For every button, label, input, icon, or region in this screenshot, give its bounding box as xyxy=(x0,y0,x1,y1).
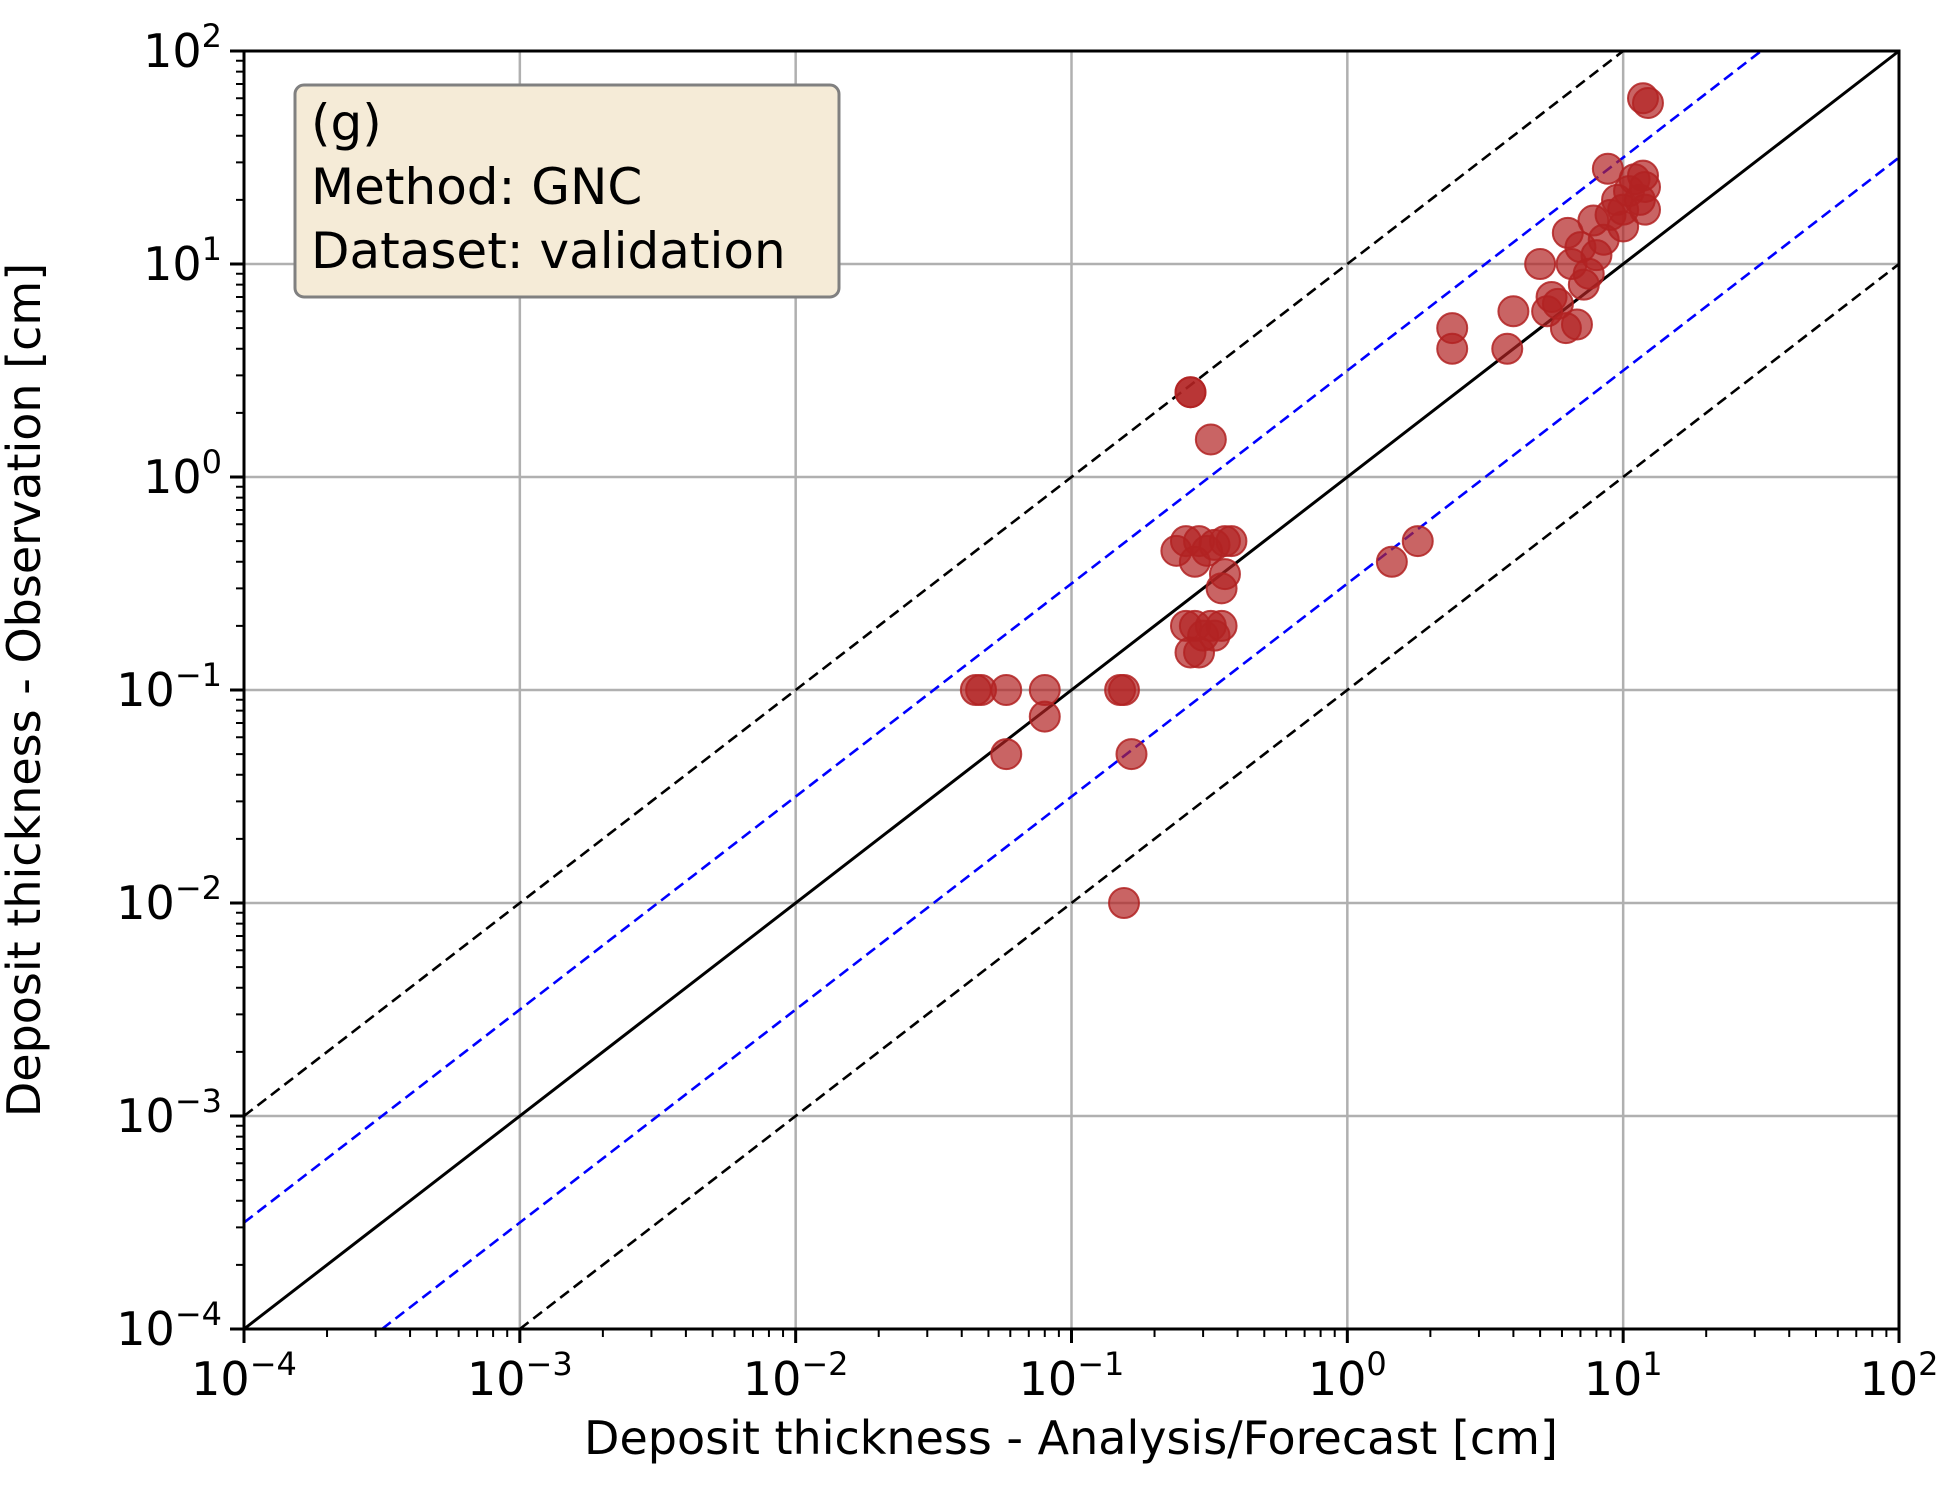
one-to-one-line xyxy=(243,49,1900,1331)
data-point xyxy=(1028,674,1061,706)
x-tick-label: 100 xyxy=(1308,1345,1387,1406)
data-point xyxy=(1436,332,1469,365)
annotation-box: (g) Method: GNC Dataset: validation xyxy=(293,83,841,299)
y-tick-label: 10−4 xyxy=(116,1295,222,1356)
data-point xyxy=(990,674,1023,706)
major-ticks xyxy=(230,49,1901,1343)
data-point xyxy=(1115,738,1148,771)
data-point xyxy=(1491,332,1524,365)
y-axis-label: Deposit thickness - Observation [cm] xyxy=(0,263,51,1117)
y-tick-label: 10−2 xyxy=(116,869,222,930)
data-point xyxy=(1028,700,1061,733)
data-point xyxy=(1107,887,1140,919)
data-point xyxy=(1524,248,1557,280)
data-point xyxy=(1375,545,1408,578)
factor-line xyxy=(519,262,1900,1331)
y-tick-label: 10−1 xyxy=(116,656,222,717)
data-point xyxy=(1194,423,1227,456)
data-point xyxy=(1215,525,1248,558)
x-tick-label: 102 xyxy=(1860,1345,1939,1406)
x-tick-label: 10−3 xyxy=(467,1345,573,1406)
factor-line xyxy=(243,49,1624,1118)
annotation-box-background xyxy=(293,83,841,299)
data-point xyxy=(1560,308,1593,341)
data-point xyxy=(1629,170,1662,203)
x-tick-label: 10−1 xyxy=(1019,1345,1125,1406)
factor-line xyxy=(243,49,1762,1224)
y-tick-labels: 10−4 10−3 10−2 10−1 100 101 102 xyxy=(116,17,222,1356)
annotation-method: Method: GNC xyxy=(311,158,642,216)
y-tick-label: 101 xyxy=(143,230,222,291)
y-tick-label: 100 xyxy=(143,443,222,504)
minor-ticks xyxy=(236,59,1888,1337)
data-points xyxy=(959,82,1664,919)
x-tick-label: 10−2 xyxy=(743,1345,849,1406)
data-point xyxy=(1631,86,1664,119)
x-tick-label: 10−4 xyxy=(191,1345,297,1406)
data-point xyxy=(1497,295,1530,328)
data-point xyxy=(1174,376,1207,409)
data-point xyxy=(1401,525,1434,558)
y-tick-label: 10−3 xyxy=(116,1082,222,1143)
x-tick-labels: 10−4 10−3 10−2 10−1 100 101 102 xyxy=(191,1345,1938,1406)
data-point xyxy=(1198,619,1231,652)
x-axis-label: Deposit thickness - Analysis/Forecast [c… xyxy=(584,1411,1558,1465)
data-point xyxy=(1107,674,1140,706)
data-point xyxy=(990,738,1023,771)
y-tick-label: 102 xyxy=(143,17,222,78)
annotation-panel-label: (g) xyxy=(311,94,382,152)
data-point xyxy=(1208,558,1241,591)
x-tick-label: 101 xyxy=(1584,1345,1663,1406)
annotation-dataset: Dataset: validation xyxy=(311,222,786,280)
